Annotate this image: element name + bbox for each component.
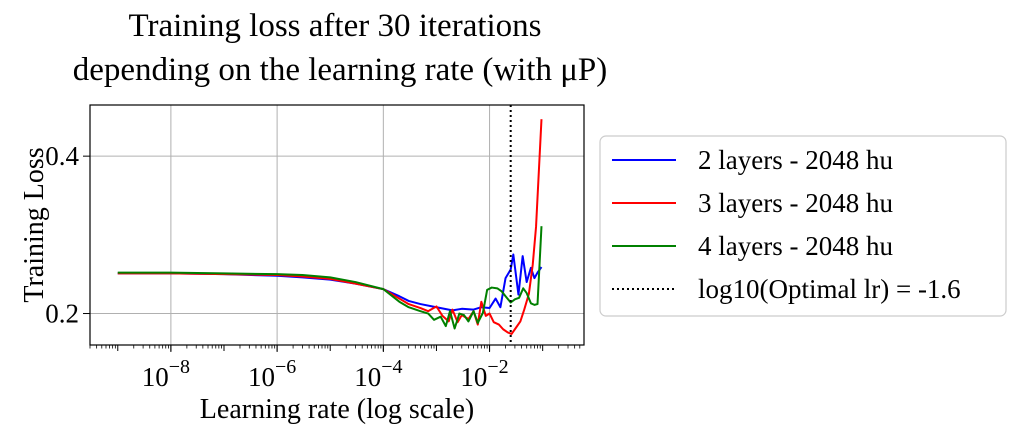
y-axis-label: Training Loss <box>19 147 50 302</box>
x-tick-label: 10−6 <box>248 356 296 392</box>
x-tick-label: 10−2 <box>460 356 508 392</box>
x-minor-ticks <box>89 345 581 351</box>
x-axis-label: Learning rate (log scale) <box>200 394 474 425</box>
series-line-3 <box>117 226 543 330</box>
series-lines <box>117 119 543 335</box>
plot-frame <box>89 104 585 346</box>
legend-box <box>599 135 1007 317</box>
y-ticks: 0.2 0.4 <box>45 141 90 329</box>
series-line-1 <box>117 253 543 312</box>
grid <box>90 105 584 345</box>
legend-items: 2 layers - 2048 hu 3 layers - 2048 hu 4 la… <box>612 145 961 304</box>
chart-title-line-1: Training loss after 30 iterations <box>128 8 541 44</box>
x-ticks: 10−8 10−6 10−4 10−2 <box>142 345 509 392</box>
series-line-2 <box>117 119 543 335</box>
legend-label-3: 4 layers - 2048 hu <box>698 231 893 261</box>
legend-label-2: 3 layers - 2048 hu <box>698 188 893 218</box>
y-tick-label: 0.2 <box>45 299 79 329</box>
legend-label-1: 2 layers - 2048 hu <box>698 145 893 175</box>
x-tick-label: 10−4 <box>354 356 402 392</box>
y-tick-label: 0.4 <box>45 141 79 171</box>
legend-label-4: log10(Optimal lr) = -1.6 <box>698 274 961 304</box>
x-tick-label: 10−8 <box>142 356 190 392</box>
legend: 2 layers - 2048 hu 3 layers - 2048 hu 4 la… <box>599 135 1007 317</box>
chart-title-line-2: depending on the learning rate (with μP) <box>73 52 608 88</box>
